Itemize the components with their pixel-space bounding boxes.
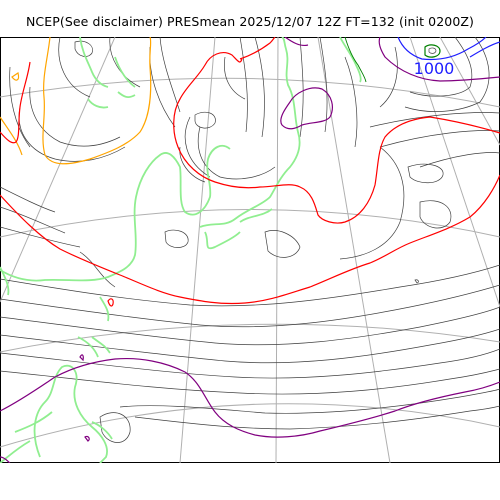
isobar-label-1000: 1000 — [414, 59, 455, 78]
map-title: NCEP(See disclaimer) PRESmean 2025/12/07… — [25, 14, 475, 29]
isobar-1028 — [0, 37, 152, 165]
pressure-map: 1000 — [0, 37, 500, 463]
isobar-1012 — [0, 37, 500, 463]
isobars-gray — [0, 37, 500, 430]
isobars-green — [0, 37, 362, 463]
graticule-meridians — [0, 37, 500, 463]
isobar-1020 — [0, 37, 500, 307]
low-center-contours — [344, 37, 441, 83]
isobar-1000 — [397, 37, 500, 61]
